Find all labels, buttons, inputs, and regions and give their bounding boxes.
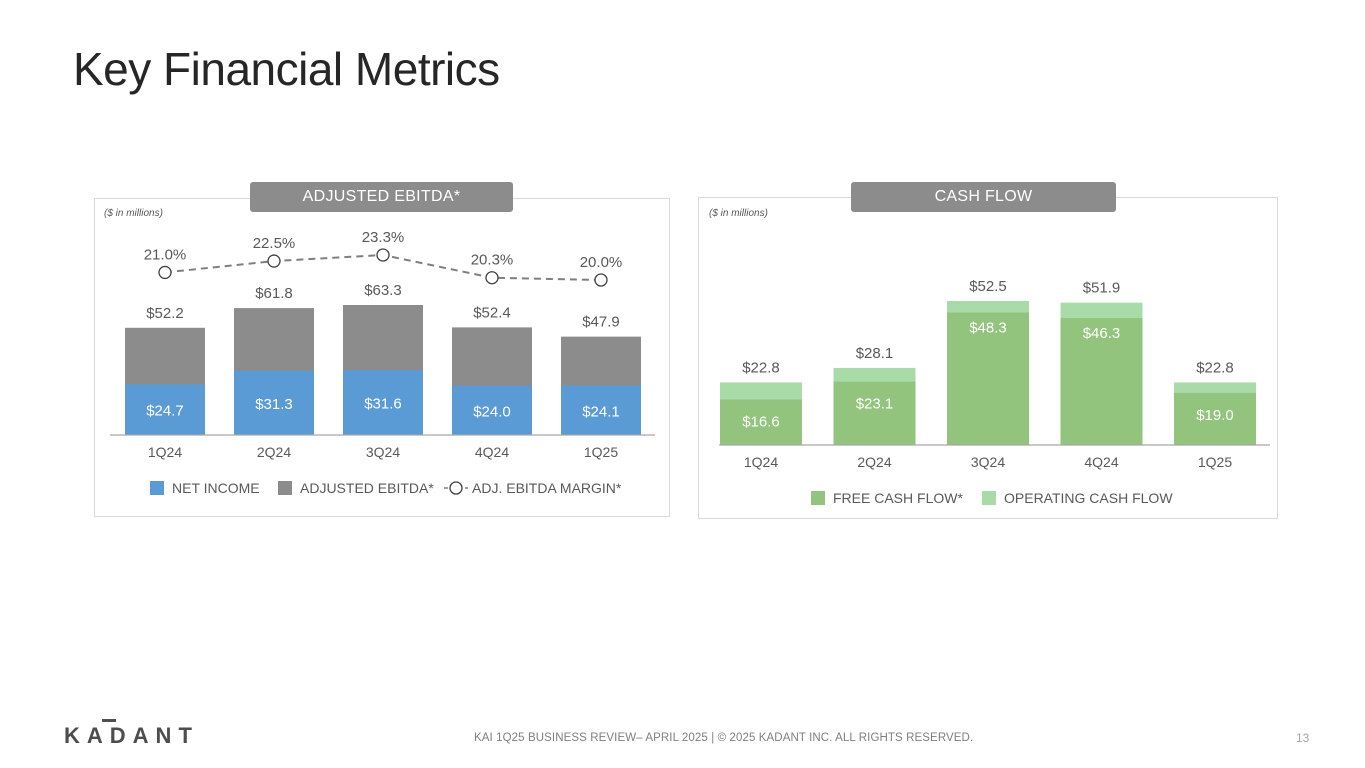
ebitda-x-tick-3q24: 3Q24: [366, 444, 400, 460]
fcf-bar-1q25: [1174, 392, 1256, 445]
ebitda-x-tick-1q25: 1Q25: [584, 444, 618, 460]
svg-text:KADANT: KADANT: [64, 723, 199, 748]
legend-margin-label: ADJ. EBITDA MARGIN*: [472, 480, 622, 496]
net-income-label-1q25: $24.1: [582, 403, 620, 420]
ebitda-label-4q24: $52.4: [473, 304, 511, 321]
ocf-label-1q24: $22.8: [742, 359, 780, 376]
ebitda-label-1q24: $52.2: [146, 305, 184, 322]
margin-label-4q24: 20.3%: [471, 252, 514, 269]
fcf-label-3q24: $48.3: [969, 320, 1007, 337]
net-income-bar-1q24: [125, 384, 205, 435]
ebitda-x-tick-4q24: 4Q24: [475, 444, 509, 460]
legend-ebitda-label: ADJUSTED EBITDA*: [300, 480, 434, 496]
fcf-bar-2q24: [833, 381, 916, 445]
legend-ocf-swatch: [982, 491, 996, 505]
legend-fcf-label: FREE CASH FLOW*: [833, 490, 963, 506]
legend-ocf-label: OPERATING CASH FLOW: [1004, 490, 1173, 506]
legend-ebitda-swatch: [278, 481, 292, 495]
ebitda-label-3q24: $63.3: [364, 282, 402, 299]
ebitda-units-note: ($ in millions): [104, 208, 163, 219]
net-income-bar-2q24: [234, 370, 314, 435]
net-income-label-4q24: $24.0: [473, 403, 511, 420]
page-title: Key Financial Metrics: [73, 43, 500, 95]
margin-point-3q24: [376, 248, 390, 262]
fcf-bar-4q24: [1060, 318, 1143, 445]
ocf-label-3q24: $52.5: [969, 278, 1007, 295]
page-number: 13: [1296, 731, 1310, 745]
legend-net-income-label: NET INCOME: [172, 480, 260, 496]
ebitda-panel-header: ADJUSTED EBITDA*: [250, 182, 513, 212]
cash-flow-units-note: ($ in millions): [709, 208, 768, 219]
net-income-label-3q24: $31.6: [364, 396, 402, 413]
fcf-bar-3q24: [947, 312, 1029, 445]
ocf-label-1q25: $22.8: [1196, 359, 1234, 376]
legend-margin-marker: [449, 481, 463, 495]
margin-point-1q25: [594, 273, 608, 287]
fcf-label-4q24: $46.3: [1083, 325, 1121, 342]
cash-x-tick-2q24: 2Q24: [857, 454, 891, 470]
ocf-label-4q24: $51.9: [1083, 280, 1121, 297]
net-income-bar-1q25: [561, 385, 641, 435]
footer-copyright: KAI 1Q25 BUSINESS REVIEW– APRIL 2025 | ©…: [474, 732, 974, 744]
margin-label-1q25: 20.0%: [580, 254, 623, 271]
net-income-label-2q24: $31.3: [255, 396, 293, 413]
legend-net-income-swatch: [150, 481, 164, 495]
cash-x-tick-4q24: 4Q24: [1084, 454, 1118, 470]
cash-x-tick-1q24: 1Q24: [744, 454, 778, 470]
fcf-bar-1q24: [720, 399, 802, 445]
ebitda-label-1q25: $47.9: [582, 314, 620, 331]
ebitda-x-tick-2q24: 2Q24: [257, 444, 291, 460]
fcf-label-1q24: $16.6: [742, 413, 780, 430]
margin-label-1q24: 21.0%: [144, 246, 187, 263]
fcf-label-2q24: $23.1: [856, 396, 894, 413]
cash-flow-panel-header: CASH FLOW: [851, 182, 1116, 212]
legend-fcf-swatch: [811, 491, 825, 505]
kadant-logo: KADANT: [64, 716, 214, 755]
net-income-label-1q24: $24.7: [146, 403, 184, 420]
ebitda-label-2q24: $61.8: [255, 285, 293, 302]
margin-point-4q24: [485, 271, 499, 285]
fcf-label-1q25: $19.0: [1196, 407, 1234, 424]
margin-label-2q24: 22.5%: [253, 235, 296, 252]
ocf-label-2q24: $28.1: [856, 345, 894, 362]
ebitda-x-tick-1q24: 1Q24: [148, 444, 182, 460]
net-income-bar-3q24: [343, 370, 423, 435]
cash-x-tick-1q25: 1Q25: [1198, 454, 1232, 470]
cash-x-tick-3q24: 3Q24: [971, 454, 1005, 470]
margin-label-3q24: 23.3%: [362, 229, 405, 246]
margin-point-2q24: [267, 254, 281, 268]
net-income-bar-4q24: [452, 385, 532, 435]
margin-point-1q24: [158, 265, 172, 280]
